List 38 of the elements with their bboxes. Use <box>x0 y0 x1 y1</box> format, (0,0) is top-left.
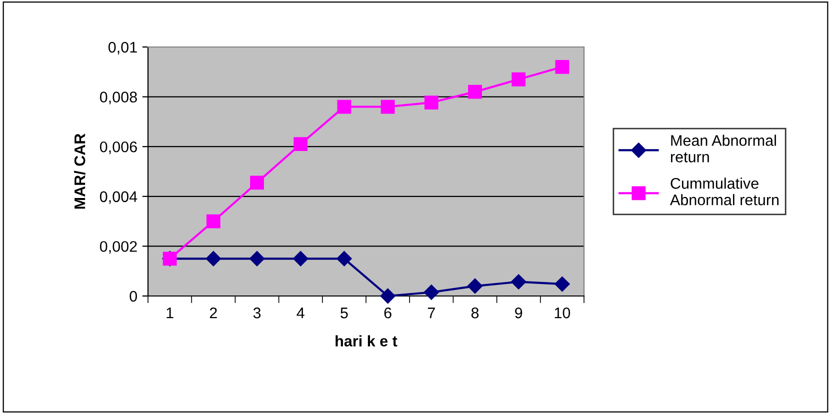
x-tick-label: 2 <box>210 308 217 318</box>
y-tick-label: 0,002 <box>100 241 137 254</box>
y-tick-label: 0,008 <box>100 92 137 104</box>
point <box>380 100 395 114</box>
point <box>337 100 352 114</box>
point <box>468 84 482 99</box>
x-tick-label: 8 <box>471 308 479 318</box>
point <box>424 96 438 110</box>
legend-label: Mean Abnormal return <box>670 134 776 162</box>
x-axis-title: hari k e t <box>336 335 398 346</box>
point <box>249 251 265 266</box>
y-tick-label: 0,004 <box>100 191 138 204</box>
point <box>467 278 483 294</box>
y-tick-label: 0 <box>130 290 137 302</box>
x-tick-label: 7 <box>428 308 435 318</box>
x-tick-label: 5 <box>340 308 348 318</box>
point <box>511 274 526 290</box>
x-tick-label: 3 <box>253 308 261 318</box>
point <box>554 276 570 292</box>
legend-label: Cummulative Abnormal return <box>670 178 779 206</box>
point <box>293 251 308 266</box>
x-tick-label: 10 <box>554 308 570 318</box>
point <box>206 251 221 266</box>
y-tick-label: 0,006 <box>100 141 137 154</box>
x-tick-label: 9 <box>515 308 522 318</box>
point <box>380 288 396 304</box>
x-tick-label: 6 <box>384 308 392 318</box>
x-tick-label: 1 <box>166 308 174 318</box>
point <box>294 137 308 152</box>
y-tick-label: 0,01 <box>108 42 137 54</box>
y-axis-title: MAR/ CAR <box>74 134 86 209</box>
point <box>206 214 220 228</box>
point <box>336 251 352 266</box>
point <box>512 72 526 86</box>
point <box>424 284 439 300</box>
point <box>250 176 264 190</box>
point <box>555 60 570 74</box>
x-tick-label: 4 <box>296 308 304 318</box>
